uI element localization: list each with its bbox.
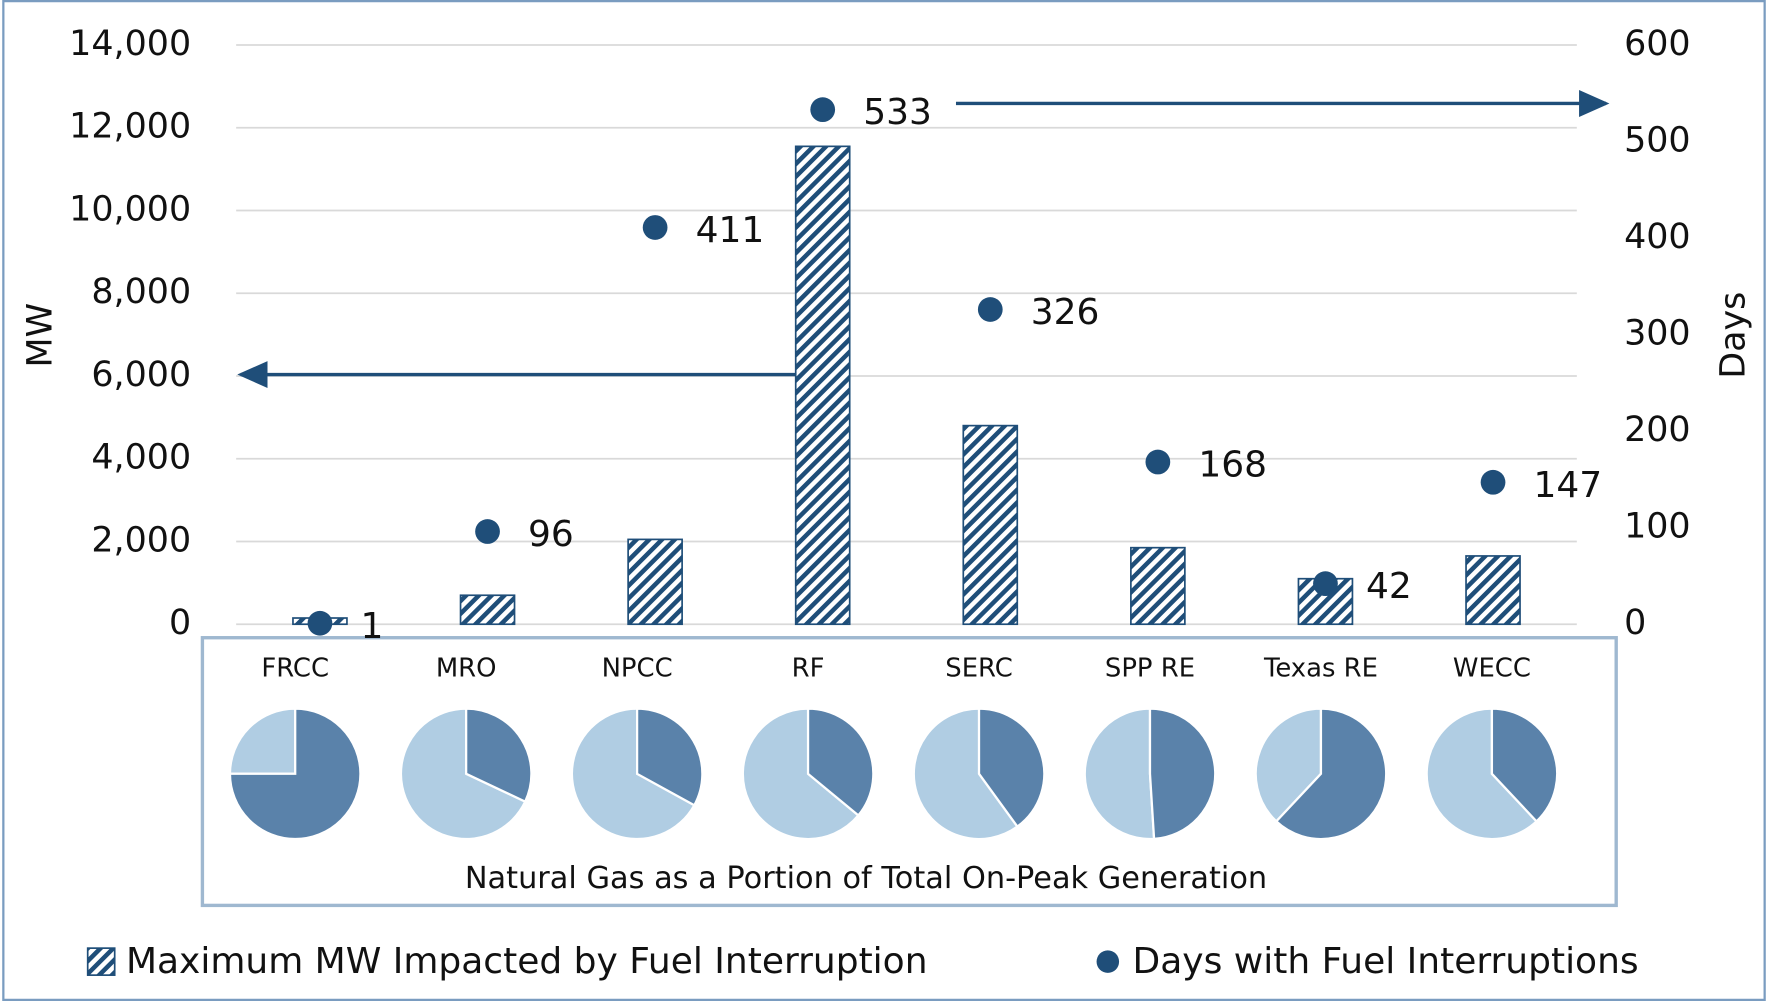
pie-remainder	[912, 707, 1019, 841]
pie-slice	[1274, 707, 1388, 841]
y2-tick-label: 600	[1624, 24, 1691, 64]
bar	[459, 594, 516, 626]
dot	[810, 97, 836, 123]
data-label: 96	[528, 514, 574, 555]
dot	[1145, 449, 1171, 475]
dot	[642, 215, 668, 240]
y2-tick-label: 400	[1624, 217, 1691, 257]
pie-remainder	[228, 707, 297, 775]
y-tick-label: 0	[169, 603, 191, 643]
bar	[794, 145, 851, 626]
y-tick-label: 12,000	[69, 107, 191, 147]
y2-tick-label: 100	[1624, 507, 1691, 547]
dot	[1313, 571, 1338, 597]
data-label: 42	[1366, 566, 1412, 607]
pie-slice	[228, 707, 362, 841]
legend-label: Days with Fuel Interruptions	[1133, 941, 1639, 982]
y2-tick-label: 500	[1624, 121, 1691, 161]
y2-tick-label: 300	[1624, 314, 1691, 354]
y-tick-label: 10,000	[69, 189, 191, 229]
pie-slice	[1148, 707, 1217, 841]
dot	[307, 610, 333, 636]
pie-slice	[977, 707, 1046, 829]
y2-tick-label: 200	[1624, 410, 1691, 450]
data-label: 411	[696, 210, 765, 251]
y-tick-label: 8,000	[91, 272, 191, 312]
y2-tick-label: 0	[1624, 603, 1646, 643]
data-label: 168	[1198, 445, 1267, 486]
pie-remainder	[399, 707, 527, 841]
pie-slice	[465, 707, 533, 804]
grid	[236, 44, 1577, 626]
bar	[627, 538, 683, 626]
pie-slice	[1490, 707, 1559, 823]
pie-label: SPP RE	[1105, 654, 1195, 684]
y2-axis-label: Days	[1713, 292, 1753, 379]
bar	[1465, 555, 1521, 626]
pie-label: MRO	[436, 654, 497, 684]
inset-title: Natural Gas as a Portion of Total On-Pea…	[465, 861, 1267, 896]
data-label: 147	[1534, 465, 1603, 506]
data-label: 326	[1031, 292, 1100, 333]
y-tick-label: 2,000	[91, 520, 191, 560]
legend-label: Maximum MW Impacted by Fuel Interruption	[126, 941, 928, 982]
data-label: 533	[863, 92, 932, 133]
legend-swatch	[1096, 950, 1120, 973]
pie-remainder	[570, 707, 696, 841]
pie-remainder	[1425, 707, 1539, 841]
pie-label: WECC	[1453, 654, 1531, 684]
dot	[1480, 469, 1506, 495]
pie-label: NPCC	[602, 654, 673, 684]
pie-remainder	[1083, 707, 1156, 841]
bar	[962, 424, 1019, 626]
dot	[475, 519, 500, 544]
pie-label: SERC	[945, 654, 1013, 684]
pie-remainder	[1254, 707, 1323, 823]
pie-label: Texas RE	[1263, 654, 1378, 684]
pie-slice	[635, 707, 704, 807]
pie-label: RF	[792, 654, 825, 684]
y-tick-label: 4,000	[91, 438, 191, 478]
pie-remainder	[741, 707, 860, 841]
data-label: 1	[360, 606, 383, 647]
y-axis-label: MW	[21, 303, 61, 368]
y-tick-label: 14,000	[69, 24, 191, 64]
legend-swatch	[86, 947, 116, 976]
bar	[1130, 546, 1186, 626]
pie-label: FRCC	[261, 654, 329, 684]
y-tick-label: 6,000	[91, 355, 191, 395]
pie-slice	[806, 707, 875, 817]
dot	[977, 297, 1003, 322]
